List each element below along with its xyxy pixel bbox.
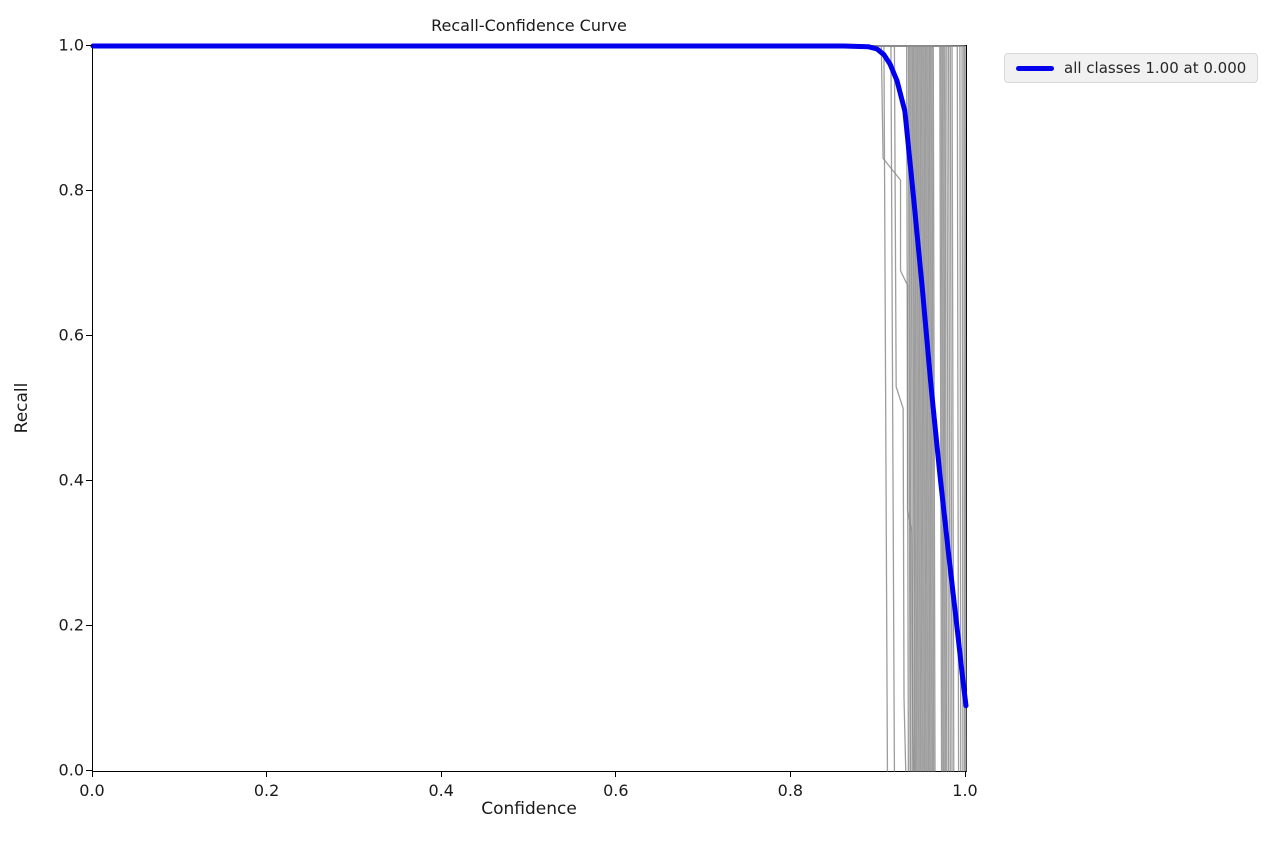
y-tick-label: 0.4 [58,470,84,490]
x-tick-mark [266,771,268,777]
y-tick-mark [86,44,92,46]
x-tick-label: 0.0 [79,781,105,800]
x-tick-mark [615,771,617,777]
chart-title: Recall-Confidence Curve [431,16,627,35]
x-tick-mark [440,771,442,777]
curves-plot [90,43,969,772]
y-tick-mark [86,189,92,191]
y-tick-mark [86,334,92,336]
y-tick-mark [86,479,92,481]
x-tick-label: 0.2 [253,781,280,800]
x-axis-label: Confidence [481,799,577,819]
legend: all classes 1.00 at 0.000 [1004,53,1259,83]
y-tick-label: 0.6 [58,325,84,345]
x-tick-mark [789,771,791,777]
y-tick-mark [86,624,92,626]
y-axis-label: Recall [12,382,32,434]
x-tick-mark [91,771,93,777]
x-tick-mark [964,771,966,777]
y-tick-label: 0.8 [58,180,84,200]
legend-line-swatch [1016,65,1054,71]
plot-area [90,43,969,772]
y-tick-mark [86,769,92,771]
legend-label: all classes 1.00 at 0.000 [1064,59,1247,77]
x-tick-label: 0.4 [428,781,454,800]
y-tick-label: 0.2 [58,615,84,635]
x-tick-label: 0.6 [603,781,629,800]
x-tick-label: 1.0 [952,781,978,800]
y-tick-label: 0.0 [58,760,84,780]
x-tick-label: 0.8 [777,781,804,800]
y-tick-label: 1.0 [58,35,84,55]
